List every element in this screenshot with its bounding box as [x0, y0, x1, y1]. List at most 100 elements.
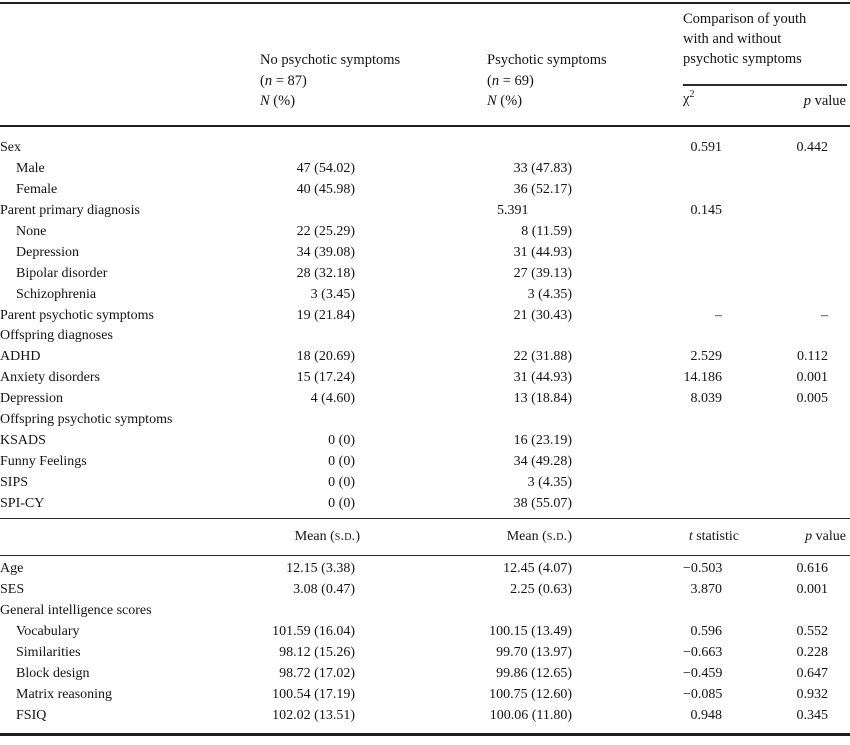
row-label: Sex	[0, 140, 21, 156]
cell-statistic-value: −0.503	[683, 561, 723, 577]
comparison-line: with and without	[683, 31, 782, 47]
cell-statistic-value: 8.039	[690, 391, 723, 407]
row-label: Parent primary diagnosis	[0, 203, 140, 219]
table-header: No psychotic symptoms (n = 87) N (%) Psy…	[0, 0, 850, 127]
row-label: Parent psychotic symptoms	[0, 307, 154, 323]
cell-statistic-value	[683, 326, 767, 347]
cell-statistic-value: 14.186	[683, 370, 723, 386]
cell-p-value	[767, 201, 850, 222]
cell-psychotic-value: 100.06 (11.80)	[489, 707, 572, 723]
cell-no-psychotic-value: 15 (17.24)	[296, 370, 355, 386]
row-label: Anxiety disorders	[0, 370, 100, 386]
table-row: SES 3.08 (0.47) 2.25 (0.63) 3.870 0.001	[0, 580, 850, 601]
cell-p-value: 0.345	[796, 707, 829, 723]
row-label: Schizophrenia	[16, 286, 97, 302]
cell-p-value	[767, 326, 850, 347]
cell-no-psychotic-value: 0 (0)	[328, 432, 355, 448]
cell-psychotic-value: 38 (55.07)	[513, 495, 572, 511]
row-label: Depression	[16, 244, 79, 260]
cell-psychotic-value: 5.391	[497, 203, 529, 219]
cell-p-value	[767, 263, 850, 284]
cell-statistic-value: 0.596	[690, 624, 723, 640]
cell-psychotic-value: 3 (4.35)	[527, 474, 572, 490]
table-row: Anxiety disorders 15 (17.24) 31 (44.93) …	[0, 368, 850, 389]
cell-no-psychotic-value: 47 (54.02)	[296, 161, 355, 177]
table-row: Parent primary diagnosis 5.391 0.145	[0, 201, 850, 222]
cell-p-value: –	[821, 307, 828, 323]
cell-no-psychotic-value: 22 (25.29)	[296, 224, 355, 239]
means-section-header: Mean (s.d.) Mean (s.d.) t statistic p va…	[0, 518, 850, 557]
row-label: Age	[0, 561, 24, 577]
row-label: Similarities	[16, 645, 81, 661]
cell-no-psychotic-value: 0 (0)	[328, 474, 355, 490]
cell-statistic-value: 3.870	[690, 582, 723, 598]
comparison-line: psychotic symptoms	[683, 51, 802, 67]
cell-statistic-value	[683, 159, 767, 180]
cell-p-value: 0.228	[796, 645, 829, 661]
cell-psychotic-value: 99.86 (12.65)	[496, 665, 572, 681]
cell-statistic-value: 0.145	[690, 203, 723, 219]
cell-p-value	[767, 451, 850, 472]
cell-psychotic-value: 21 (30.43)	[513, 307, 572, 323]
cell-statistic-value: −0.459	[683, 665, 723, 681]
cell-p-value: 0.647	[796, 665, 829, 681]
cell-p-value	[767, 493, 850, 514]
cell-psychotic-value: 22 (31.88)	[513, 349, 572, 365]
cell-psychotic-value: 33 (47.83)	[513, 161, 572, 177]
cell-psychotic-value: 27 (39.13)	[513, 265, 572, 281]
table-top-rule	[0, 2, 850, 4]
cell-p-value: 0.616	[796, 561, 829, 577]
col-header-psychotic-symptoms: Psychotic symptoms (n = 69) N (%)	[487, 50, 607, 112]
cell-no-psychotic-value: 0 (0)	[328, 453, 355, 469]
cell-statistic-value	[683, 263, 767, 284]
table-row: ADHD 18 (20.69) 22 (31.88) 2.529 0.112	[0, 347, 850, 368]
row-label: KSADS	[0, 432, 46, 448]
cell-no-psychotic-value	[260, 138, 487, 159]
row-label: Offspring diagnoses	[0, 328, 113, 344]
cell-no-psychotic-value	[260, 410, 487, 431]
cell-psychotic-value	[487, 601, 683, 622]
col-header-p-value: p value	[803, 93, 846, 109]
mid-header-mean-no-psychotic: Mean (s.d.)	[294, 529, 360, 545]
table-row: Parent psychotic symptoms 19 (21.84) 21 …	[0, 305, 850, 326]
mid-header-t-statistic: t statistic	[688, 529, 739, 545]
cell-statistic-value: −0.085	[683, 686, 723, 702]
cell-statistic-value: –	[715, 307, 722, 323]
cell-psychotic-value: 100.15 (13.49)	[489, 624, 572, 640]
cell-no-psychotic-value: 98.12 (15.26)	[279, 645, 355, 661]
cell-statistic-value	[683, 284, 767, 305]
cell-statistic-value	[683, 472, 767, 493]
cell-psychotic-value: 36 (52.17)	[513, 182, 572, 198]
cell-statistic-value	[683, 222, 767, 243]
cell-statistic-value	[683, 180, 767, 201]
col-header-title: No psychotic symptoms	[260, 52, 401, 68]
table-row: SPI-CY 0 (0) 38 (55.07)	[0, 493, 850, 514]
cell-p-value	[767, 430, 850, 451]
table-row: KSADS 0 (0) 16 (23.19)	[0, 430, 850, 451]
cell-no-psychotic-value: 40 (45.98)	[296, 182, 355, 198]
cell-p-value	[767, 472, 850, 493]
row-label: Funny Feelings	[0, 453, 87, 469]
col-header-chi-square: χ2	[683, 89, 695, 107]
col-header-n: (n = 87)	[260, 72, 307, 89]
cell-psychotic-value	[487, 326, 683, 347]
row-label: General intelligence scores	[0, 603, 152, 619]
cell-psychotic-value	[487, 138, 683, 159]
table-row: Offspring diagnoses	[0, 326, 850, 347]
mid-header-row: Mean (s.d.) Mean (s.d.) t statistic p va…	[0, 519, 850, 556]
row-label: SES	[0, 582, 25, 598]
cell-statistic-value	[683, 430, 767, 451]
cell-psychotic-value: 99.70 (13.97)	[496, 645, 572, 661]
row-label: Vocabulary	[16, 624, 80, 640]
cell-p-value: 0.001	[796, 370, 829, 386]
col-header-no-psychotic-symptoms: No psychotic symptoms (n = 87) N (%)	[260, 50, 400, 112]
cell-no-psychotic-value: 3.08 (0.47)	[293, 582, 355, 598]
cell-statistic-value	[683, 493, 767, 514]
cell-no-psychotic-value: 4 (4.60)	[310, 391, 355, 407]
cell-psychotic-value: 13 (18.84)	[513, 391, 572, 407]
cell-psychotic-value: 2.25 (0.63)	[510, 582, 572, 598]
means-section-table: Age 12.15 (3.38) 12.45 (4.07) −0.503 0.6…	[0, 559, 850, 726]
cell-p-value	[767, 284, 850, 305]
table-row: General intelligence scores	[0, 601, 850, 622]
